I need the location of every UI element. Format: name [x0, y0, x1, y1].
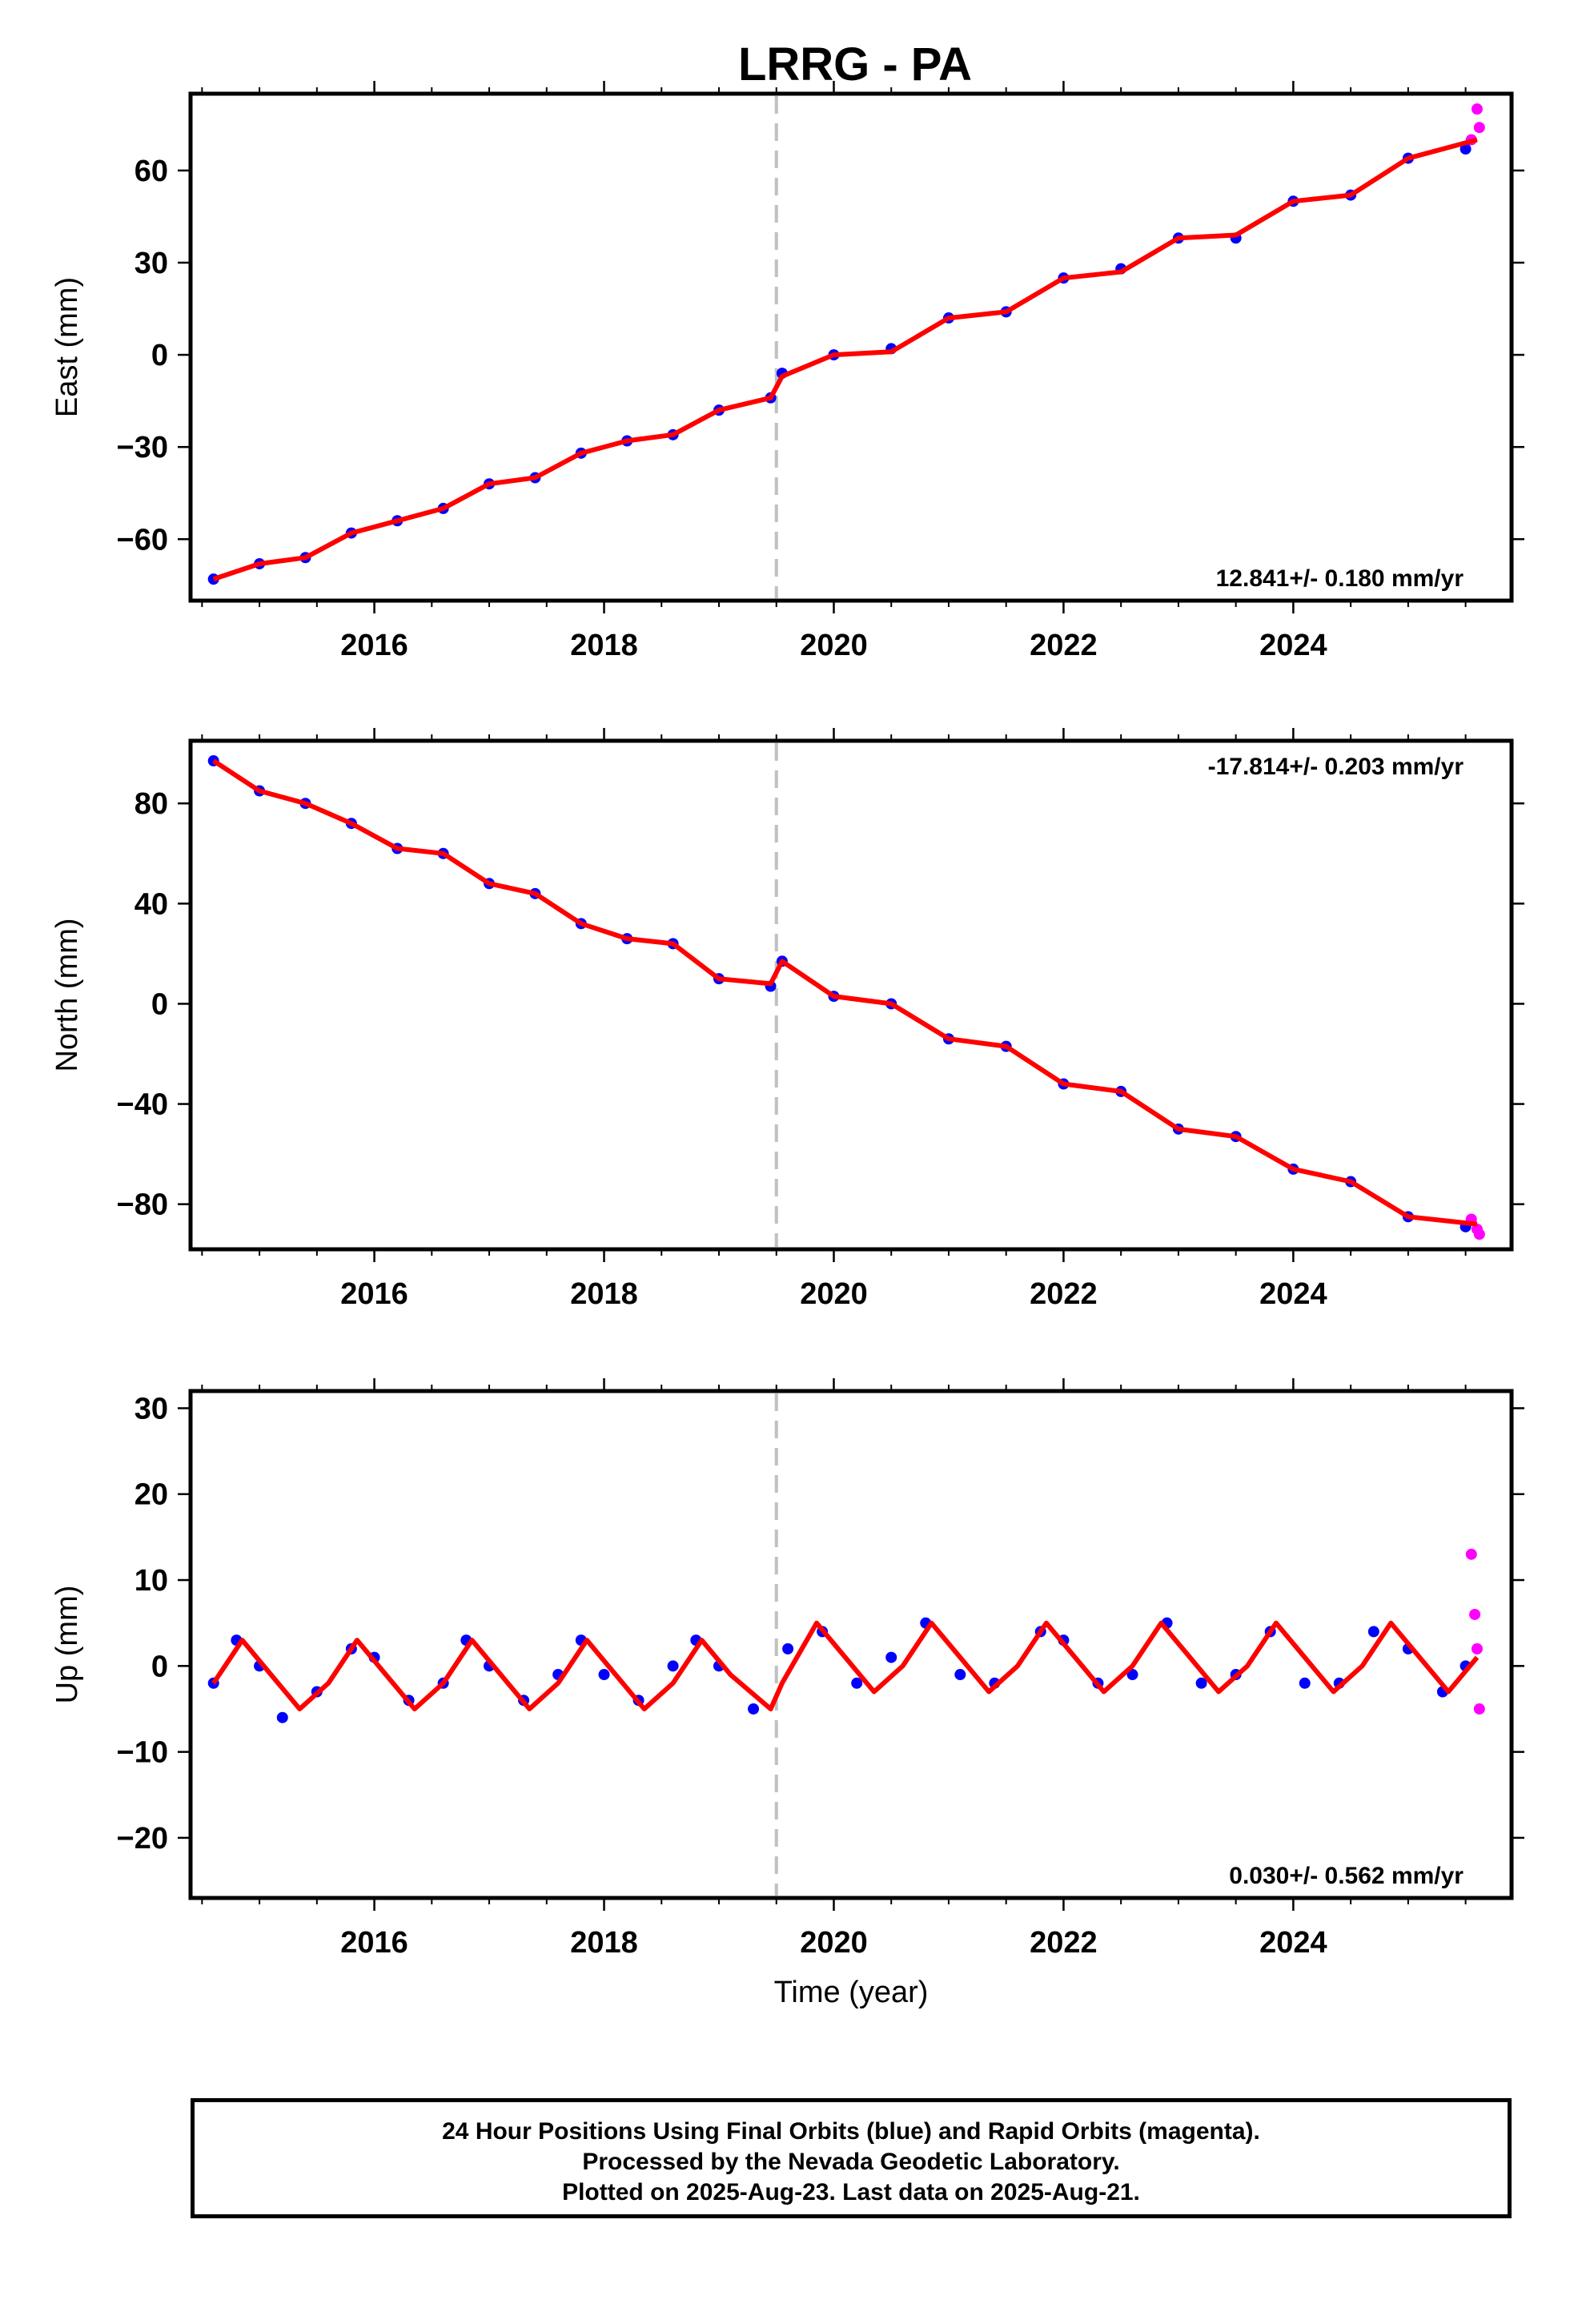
up-final-point [885, 1651, 897, 1663]
footer-box: 24 Hour Positions Using Final Orbits (bl… [191, 2098, 1512, 2218]
up-rapid-point [1473, 1703, 1485, 1715]
footer-line-3: Plotted on 2025-Aug-23. Last data on 202… [562, 2179, 1140, 2205]
east-model-line [212, 137, 1478, 581]
up-final-point [851, 1677, 863, 1689]
up-rapid-point [1469, 1608, 1481, 1620]
up-y-tick-label: 30 [135, 1392, 168, 1425]
up-y-tick-label: 10 [135, 1564, 168, 1598]
east-x-tick-label: 2022 [1030, 629, 1098, 662]
up-final-point [1299, 1677, 1311, 1689]
north-y-tick-label: −40 [117, 1088, 168, 1122]
up-frame [188, 1389, 1514, 1900]
east-y-tick-label: 30 [135, 247, 168, 280]
footer-line-2: Processed by the Nevada Geodetic Laborat… [582, 2149, 1120, 2175]
up-x-axis-label: Time (year) [774, 1976, 929, 2009]
up-y-tick-label: 20 [135, 1478, 168, 1512]
north-y-tick-label: −80 [117, 1188, 168, 1222]
up-final-point [276, 1711, 288, 1723]
east-rate-label: 12.841+/- 0.180 mm/yr [1216, 565, 1464, 592]
north-rate-label: -17.814+/- 0.203 mm/yr [1208, 754, 1464, 780]
up-rapid-point [1465, 1548, 1477, 1560]
up-y-tick-label: −10 [117, 1736, 168, 1770]
up-rate-label: 0.030+/- 0.562 mm/yr [1229, 1863, 1464, 1889]
up-x-tick-label: 2018 [570, 1926, 638, 1960]
up-final-point [1367, 1626, 1379, 1638]
up-final-point [1126, 1669, 1138, 1681]
up-final-point [1195, 1677, 1207, 1689]
up-model-line [211, 1620, 1480, 1711]
north-x-tick-label: 2018 [570, 1277, 638, 1311]
north-model-line [212, 758, 1478, 1227]
north-y-tick-label: 0 [151, 987, 168, 1021]
north-x-tick-label: 2016 [340, 1277, 408, 1311]
east-y-tick-label: −30 [117, 431, 168, 464]
north-y-tick-label: 80 [135, 787, 168, 821]
north-x-tick-label: 2020 [800, 1277, 868, 1311]
east-y-axis-label: East (mm) [50, 277, 84, 417]
up-x-tick-label: 2022 [1030, 1926, 1098, 1960]
north-rapid-point [1473, 1228, 1485, 1240]
north-x-tick-label: 2022 [1030, 1277, 1098, 1311]
up-y-tick-label: 0 [151, 1650, 168, 1683]
up-y-tick-label: −20 [117, 1822, 168, 1856]
east-x-tick-label: 2024 [1259, 629, 1327, 662]
north-y-axis-label: North (mm) [50, 918, 84, 1072]
east-final-point [1460, 143, 1472, 155]
east-x-tick-label: 2016 [340, 629, 408, 662]
east-panel: 2016 2018 2020 2022 2024 −60 −30 0 30 60 East (mm)… [50, 81, 1524, 662]
north-y-tick-label: 40 [135, 887, 168, 921]
chart-title: LRRG - PA [738, 38, 972, 90]
east-rapid-point [1471, 103, 1483, 115]
up-final-point [782, 1642, 794, 1655]
north-panel: 2016 2018 2020 2022 2024 −80 −40 0 40 80 North (mm… [50, 728, 1524, 1311]
north-x-tick-label: 2024 [1259, 1277, 1327, 1311]
up-final-point [667, 1660, 679, 1672]
east-x-tick-label: 2020 [800, 629, 868, 662]
east-rapid-point [1473, 122, 1485, 134]
up-final-point [954, 1669, 966, 1681]
east-y-tick-label: −60 [117, 523, 168, 557]
up-final-point [748, 1703, 760, 1715]
east-y-tick-label: 0 [151, 339, 168, 372]
up-x-tick-label: 2024 [1259, 1926, 1327, 1960]
east-y-tick-label: 60 [135, 155, 168, 188]
up-panel: 2016 2018 2020 2022 2024 −20 −10 0 10 20 30 Up (mm)… [50, 1378, 1524, 2009]
footer-line-1: 24 Hour Positions Using Final Orbits (bl… [442, 2118, 1260, 2145]
up-final-point [598, 1669, 610, 1681]
up-x-tick-label: 2020 [800, 1926, 868, 1960]
up-y-axis-label: Up (mm) [50, 1586, 84, 1704]
east-x-tick-label: 2018 [570, 629, 638, 662]
up-rapid-point [1471, 1642, 1483, 1655]
up-x-tick-label: 2016 [340, 1926, 408, 1960]
